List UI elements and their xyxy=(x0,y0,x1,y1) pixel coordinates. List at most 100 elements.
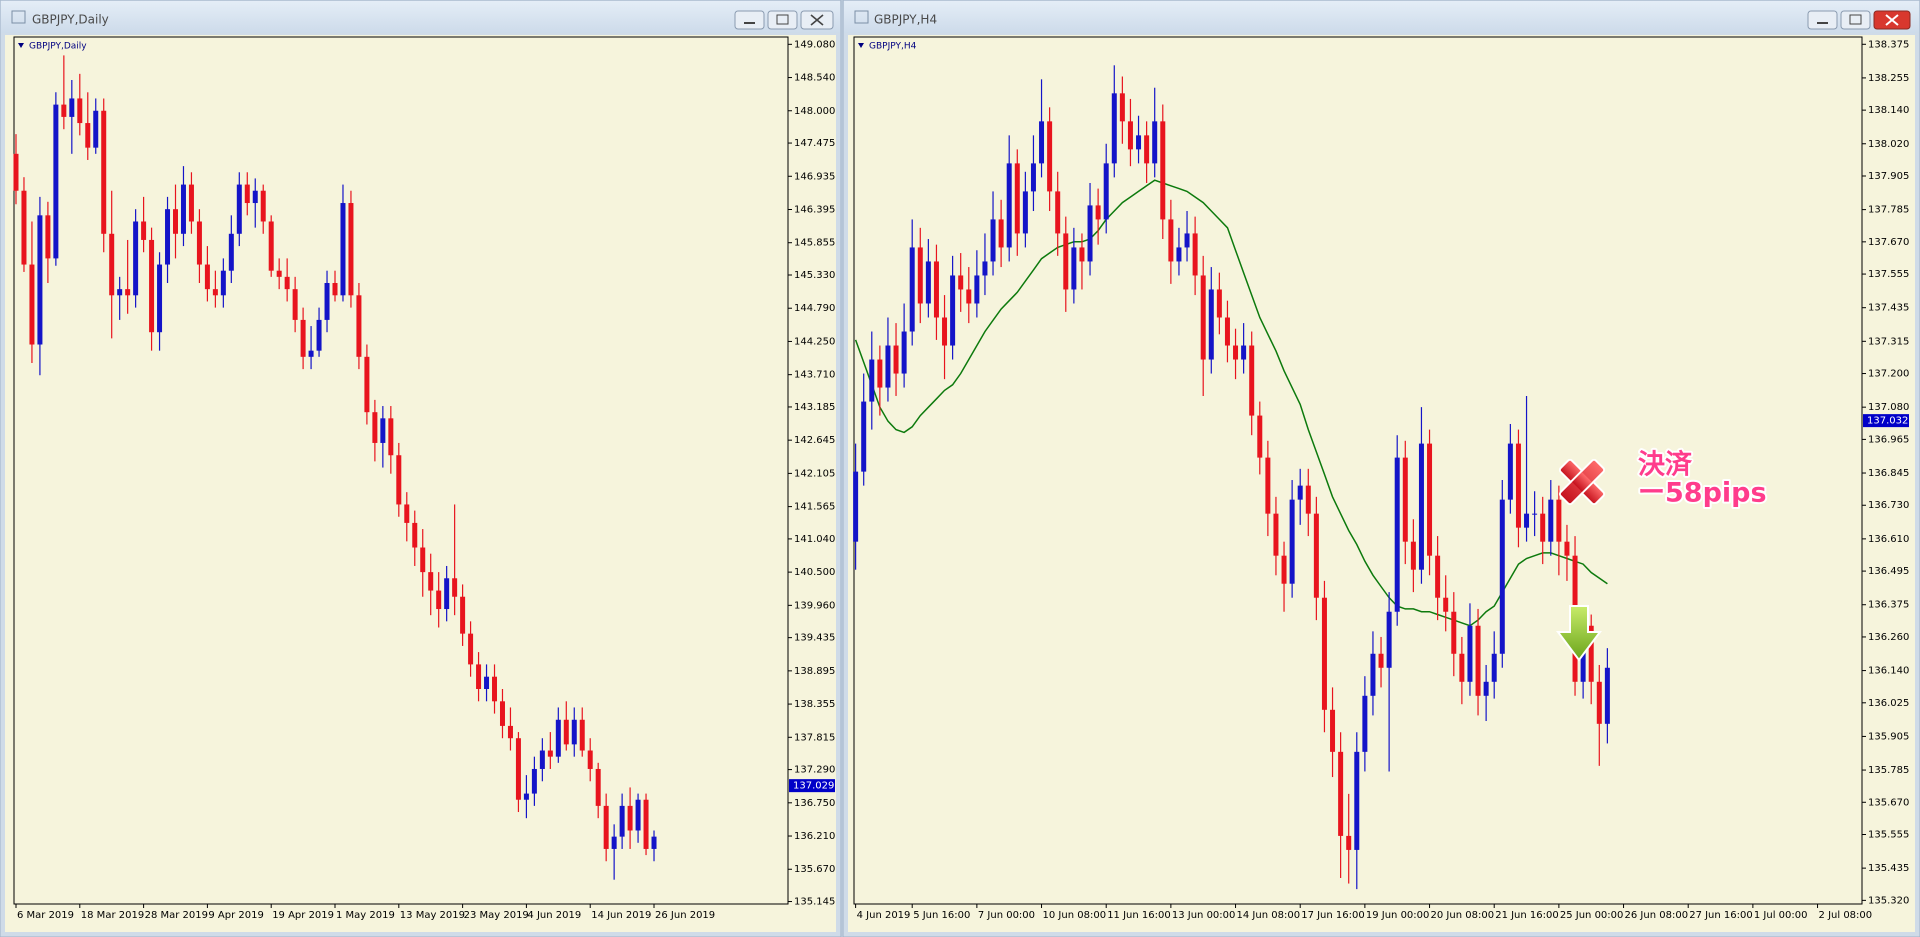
candle-body xyxy=(539,750,545,769)
candle-body xyxy=(93,110,99,148)
x-tick-label: 28 Mar 2019 xyxy=(145,910,208,921)
candle-body xyxy=(942,317,948,346)
candle-body xyxy=(571,719,577,745)
candle-body xyxy=(869,359,875,402)
x-tick-label: 13 Jun 00:00 xyxy=(1172,910,1236,921)
x-tick-label: 2 Jul 08:00 xyxy=(1819,910,1873,921)
window-title: GBPJPY,H4 xyxy=(874,13,937,27)
candle-body xyxy=(1394,457,1400,612)
title-bar xyxy=(1,1,840,33)
candle-body xyxy=(579,719,585,751)
y-tick-label: 137.290 xyxy=(794,765,835,776)
candle-body xyxy=(109,233,115,296)
candle-body xyxy=(172,209,178,234)
x-tick-label: 14 Jun 2019 xyxy=(591,910,651,921)
candle-body xyxy=(1540,513,1546,542)
chart: 138.375 138.255 138.140 138.020 137.905 137.7… xyxy=(853,39,1909,921)
candle-body xyxy=(53,104,59,259)
candle-body xyxy=(252,190,258,204)
candle-body xyxy=(1249,345,1255,416)
window-buttons[interactable] xyxy=(734,10,834,30)
x-tick-label: 11 Jun 16:00 xyxy=(1107,910,1171,921)
candle-body xyxy=(1427,443,1433,556)
candle-body xyxy=(476,664,482,690)
chart-area xyxy=(5,35,836,932)
candle-body xyxy=(1475,625,1481,696)
close-icon xyxy=(1558,458,1606,506)
chart-marks: 149.080 148.540 148.000 147.475 146.935 146.3… xyxy=(13,39,1909,921)
candle-body xyxy=(364,356,370,413)
minimize-button[interactable] xyxy=(1807,10,1838,30)
candle-body xyxy=(1346,835,1352,850)
x-tick-label: 14 Jun 08:00 xyxy=(1237,910,1301,921)
candle-body xyxy=(1152,121,1158,164)
candle-body xyxy=(1006,163,1012,248)
candle-body xyxy=(1095,205,1101,220)
candle-body xyxy=(925,261,931,304)
candle-body xyxy=(228,233,234,271)
y-tick-label: 139.435 xyxy=(794,633,835,644)
title-bar xyxy=(844,1,1919,33)
candle-body xyxy=(1119,93,1125,122)
candle-body xyxy=(1467,625,1473,682)
candle-body xyxy=(1532,513,1538,515)
icon xyxy=(1849,14,1862,25)
y-tick-label: 135.905 xyxy=(1868,731,1909,742)
x-tick-label: 19 Jun 00:00 xyxy=(1366,910,1430,921)
candle-body xyxy=(380,418,386,443)
candle-body xyxy=(958,275,964,290)
candle-body xyxy=(1030,163,1036,192)
candle-body xyxy=(1144,135,1150,164)
candle-body xyxy=(1451,611,1457,654)
y-tick-label: 136.140 xyxy=(1868,666,1909,677)
y-tick-label: 137.905 xyxy=(1868,171,1909,182)
candle-body xyxy=(1588,625,1594,682)
candle-body xyxy=(893,345,899,374)
y-tick-label: 144.250 xyxy=(794,336,835,347)
candle-body xyxy=(1289,499,1295,584)
candle-body xyxy=(1039,121,1045,164)
restore-button[interactable] xyxy=(1840,10,1871,30)
x-tick-label: 20 Jun 08:00 xyxy=(1431,910,1495,921)
y-tick-label: 138.255 xyxy=(1868,73,1909,84)
candle-body xyxy=(499,701,505,726)
candle-body xyxy=(45,215,51,259)
chart: 149.080 148.540 148.000 147.475 146.935 146.3… xyxy=(13,39,835,921)
window-buttons[interactable] xyxy=(1807,10,1911,30)
candle-body xyxy=(412,522,418,548)
plot-frame xyxy=(853,36,1863,905)
candle-body xyxy=(901,331,907,374)
candle-body xyxy=(492,676,498,702)
y-tick-label: 143.710 xyxy=(794,370,835,381)
candle-body xyxy=(260,190,266,222)
menu-triangle xyxy=(18,43,24,48)
candle-body xyxy=(180,184,186,234)
last-price-label: 137.029 xyxy=(793,781,834,792)
candle-body xyxy=(29,264,35,345)
x-tick-label: 4 Jun 2019 xyxy=(857,910,911,921)
candle-body xyxy=(1491,653,1497,682)
y-tick-label: 143.185 xyxy=(794,402,835,413)
candle-body xyxy=(276,270,282,277)
y-tick-label: 138.020 xyxy=(1868,139,1909,150)
candle-body xyxy=(1200,275,1206,360)
candle-body xyxy=(133,221,139,296)
minimize-button[interactable] xyxy=(734,10,765,30)
candle-body xyxy=(523,793,529,800)
down-arrow-icon xyxy=(1556,605,1602,662)
candle-body xyxy=(61,104,67,117)
candle-body xyxy=(1273,513,1279,556)
candle-body xyxy=(877,359,883,388)
candle-body xyxy=(188,184,194,222)
candle-body xyxy=(1168,219,1174,262)
candle-body xyxy=(125,289,131,296)
restore-button[interactable] xyxy=(767,10,798,30)
moving-average xyxy=(854,179,1608,627)
candle-body xyxy=(1047,121,1053,192)
y-tick-label: 146.935 xyxy=(794,171,835,182)
candle-body xyxy=(595,768,601,806)
y-tick-label: 142.105 xyxy=(794,468,835,479)
candle-body xyxy=(101,110,107,234)
candle-body xyxy=(141,221,147,240)
last-price-label: 137.032 xyxy=(1867,416,1908,427)
